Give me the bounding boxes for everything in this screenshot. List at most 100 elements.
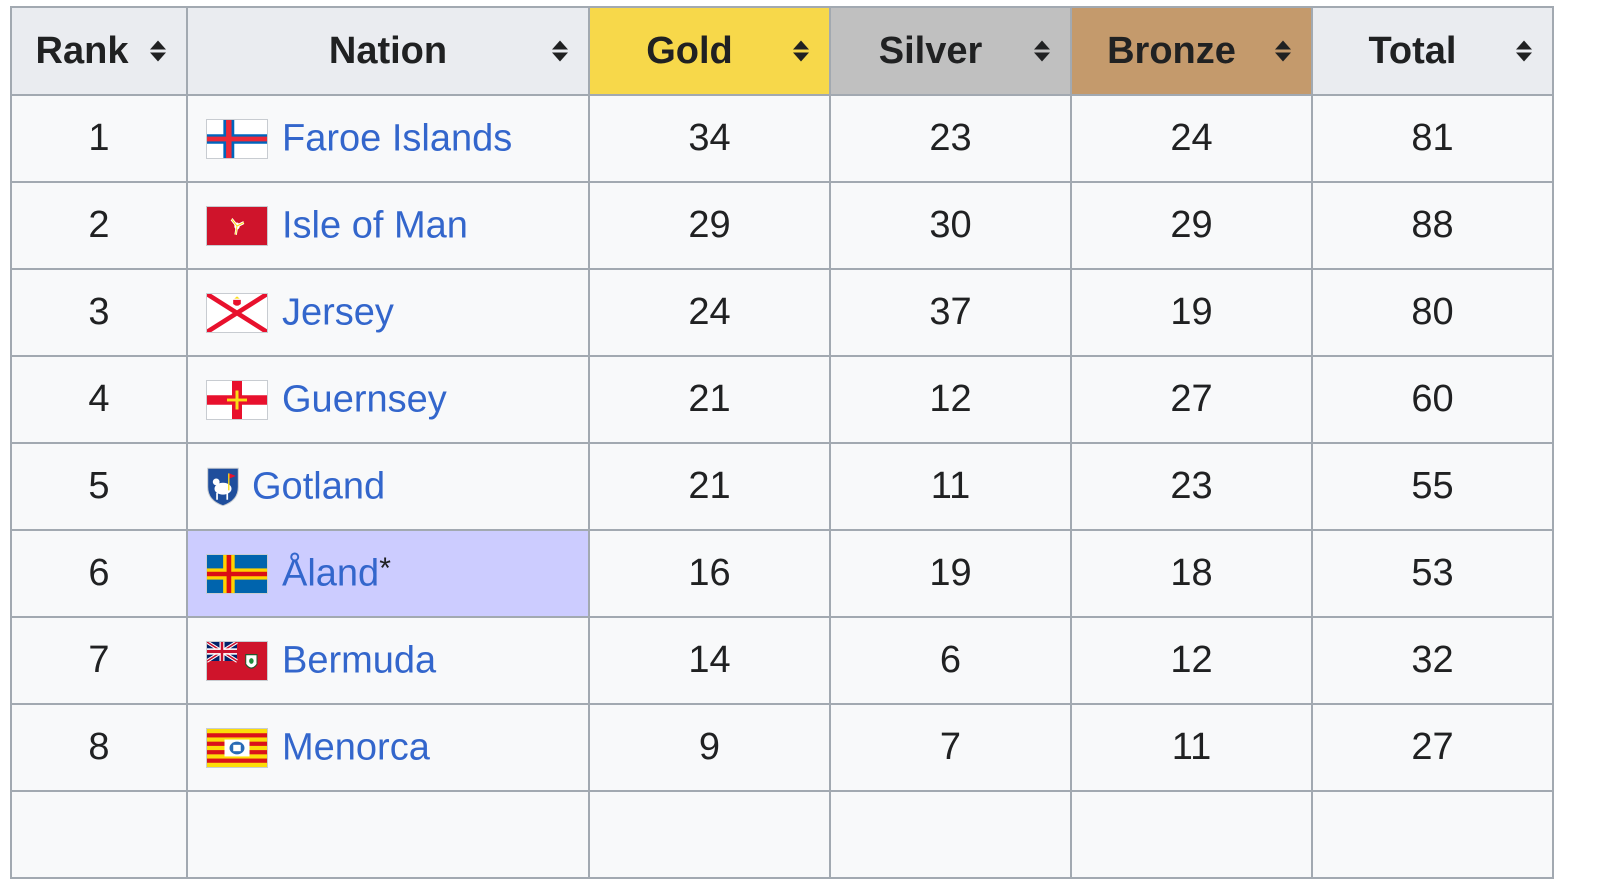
nation-cell: Jersey [186, 268, 590, 357]
table-row: 2 Isle of Man 29 30 29 88 [10, 181, 1554, 270]
silver-cell: 12 [829, 355, 1072, 444]
jersey-flag-icon[interactable] [206, 293, 268, 334]
nation-cell [186, 790, 590, 879]
nation-cell-host: Åland* [186, 529, 590, 618]
bronze-cell: 19 [1070, 268, 1313, 357]
column-header-label: Silver [878, 29, 983, 72]
bronze-cell: 18 [1070, 529, 1313, 618]
sort-icon[interactable] [1516, 40, 1532, 62]
gold-cell: 21 [588, 355, 831, 444]
silver-cell: 19 [829, 529, 1072, 618]
silver-cell: 30 [829, 181, 1072, 270]
column-header-total[interactable]: Total [1311, 6, 1554, 96]
aland-flag-icon[interactable] [206, 554, 268, 595]
gold-cell: 29 [588, 181, 831, 270]
bronze-cell: 23 [1070, 442, 1313, 531]
sort-icon[interactable] [1275, 40, 1291, 62]
nation-cell: Faroe Islands [186, 94, 590, 183]
silver-cell: 11 [829, 442, 1072, 531]
column-header-bronze[interactable]: Bronze [1070, 6, 1313, 96]
silver-cell: 7 [829, 703, 1072, 792]
nation-link[interactable]: Menorca [282, 726, 430, 769]
rank-cell: 4 [10, 355, 188, 444]
table-header: Rank Nation Gold Silver Bronze Total [10, 6, 1554, 96]
rank-cell: 5 [10, 442, 188, 531]
rank-cell: 6 [10, 529, 188, 618]
column-header-label: Nation [328, 29, 448, 72]
total-cell: 81 [1311, 94, 1554, 183]
nation-link[interactable]: Isle of Man [282, 204, 468, 247]
nation-cell: Guernsey [186, 355, 590, 444]
gold-cell: 9 [588, 703, 831, 792]
column-header-label: Rank [35, 29, 129, 72]
bronze-cell [1070, 790, 1313, 879]
nation-cell: Gotland [186, 442, 590, 531]
sort-icon[interactable] [1034, 40, 1050, 62]
gold-cell: 16 [588, 529, 831, 618]
sort-icon[interactable] [793, 40, 809, 62]
gold-cell: 14 [588, 616, 831, 705]
gold-cell: 24 [588, 268, 831, 357]
silver-cell: 6 [829, 616, 1072, 705]
gotland-crest-icon[interactable] [206, 466, 240, 508]
rank-cell: 1 [10, 94, 188, 183]
faroe-islands-flag-icon[interactable] [206, 119, 268, 160]
bermuda-flag-icon[interactable] [206, 641, 268, 682]
table-row: 8 Menorca 9 7 11 27 [10, 703, 1554, 792]
nation-link[interactable]: Faroe Islands [282, 117, 513, 160]
sort-icon[interactable] [552, 40, 568, 62]
total-cell: 27 [1311, 703, 1554, 792]
table-row-partial [10, 790, 1554, 879]
nation-link[interactable]: Åland [282, 552, 380, 595]
nation-link[interactable]: Gotland [252, 465, 386, 508]
menorca-flag-icon[interactable] [206, 728, 268, 769]
table-row: 3 Jersey 24 37 19 80 [10, 268, 1554, 357]
nation-link[interactable]: Bermuda [282, 639, 437, 682]
guernsey-flag-icon[interactable] [206, 380, 268, 421]
column-header-rank[interactable]: Rank [10, 6, 188, 96]
rank-cell: 3 [10, 268, 188, 357]
nation-link[interactable]: Jersey [282, 291, 394, 334]
silver-cell: 23 [829, 94, 1072, 183]
table-row: 6 Åland* 16 19 18 53 [10, 529, 1554, 618]
total-cell: 88 [1311, 181, 1554, 270]
nation-cell: Menorca [186, 703, 590, 792]
host-marker: * [379, 552, 391, 586]
total-cell: 80 [1311, 268, 1554, 357]
bronze-cell: 29 [1070, 181, 1313, 270]
bronze-cell: 27 [1070, 355, 1313, 444]
total-cell: 32 [1311, 616, 1554, 705]
gold-cell [588, 790, 831, 879]
table-row: 5 Gotland 21 11 23 55 [10, 442, 1554, 531]
sort-icon[interactable] [150, 40, 166, 62]
rank-cell: 8 [10, 703, 188, 792]
medal-table-container: Rank Nation Gold Silver Bronze Total [10, 6, 1554, 879]
rank-cell [10, 790, 188, 879]
silver-cell: 37 [829, 268, 1072, 357]
silver-cell [829, 790, 1072, 879]
nation-cell: Bermuda [186, 616, 590, 705]
gold-cell: 34 [588, 94, 831, 183]
table-row: 1 Faroe Islands 34 23 24 81 [10, 94, 1554, 183]
column-header-nation[interactable]: Nation [186, 6, 590, 96]
table-body: 1 Faroe Islands 34 23 24 81 2 Isle of Ma… [10, 94, 1554, 879]
medal-table: Rank Nation Gold Silver Bronze Total [10, 6, 1554, 879]
rank-cell: 7 [10, 616, 188, 705]
column-header-silver[interactable]: Silver [829, 6, 1072, 96]
nation-cell: Isle of Man [186, 181, 590, 270]
gold-cell: 21 [588, 442, 831, 531]
nation-link[interactable]: Guernsey [282, 378, 447, 421]
rank-cell: 2 [10, 181, 188, 270]
table-row: 4 Guernsey 21 12 27 60 [10, 355, 1554, 444]
total-cell: 55 [1311, 442, 1554, 531]
column-header-label: Total [1368, 29, 1457, 72]
column-header-label: Bronze [1107, 29, 1236, 72]
column-header-gold[interactable]: Gold [588, 6, 831, 96]
total-cell [1311, 790, 1554, 879]
bronze-cell: 11 [1070, 703, 1313, 792]
bronze-cell: 24 [1070, 94, 1313, 183]
header-row: Rank Nation Gold Silver Bronze Total [10, 6, 1554, 96]
total-cell: 60 [1311, 355, 1554, 444]
column-header-label: Gold [646, 29, 733, 72]
isle-of-man-flag-icon[interactable] [206, 206, 268, 247]
